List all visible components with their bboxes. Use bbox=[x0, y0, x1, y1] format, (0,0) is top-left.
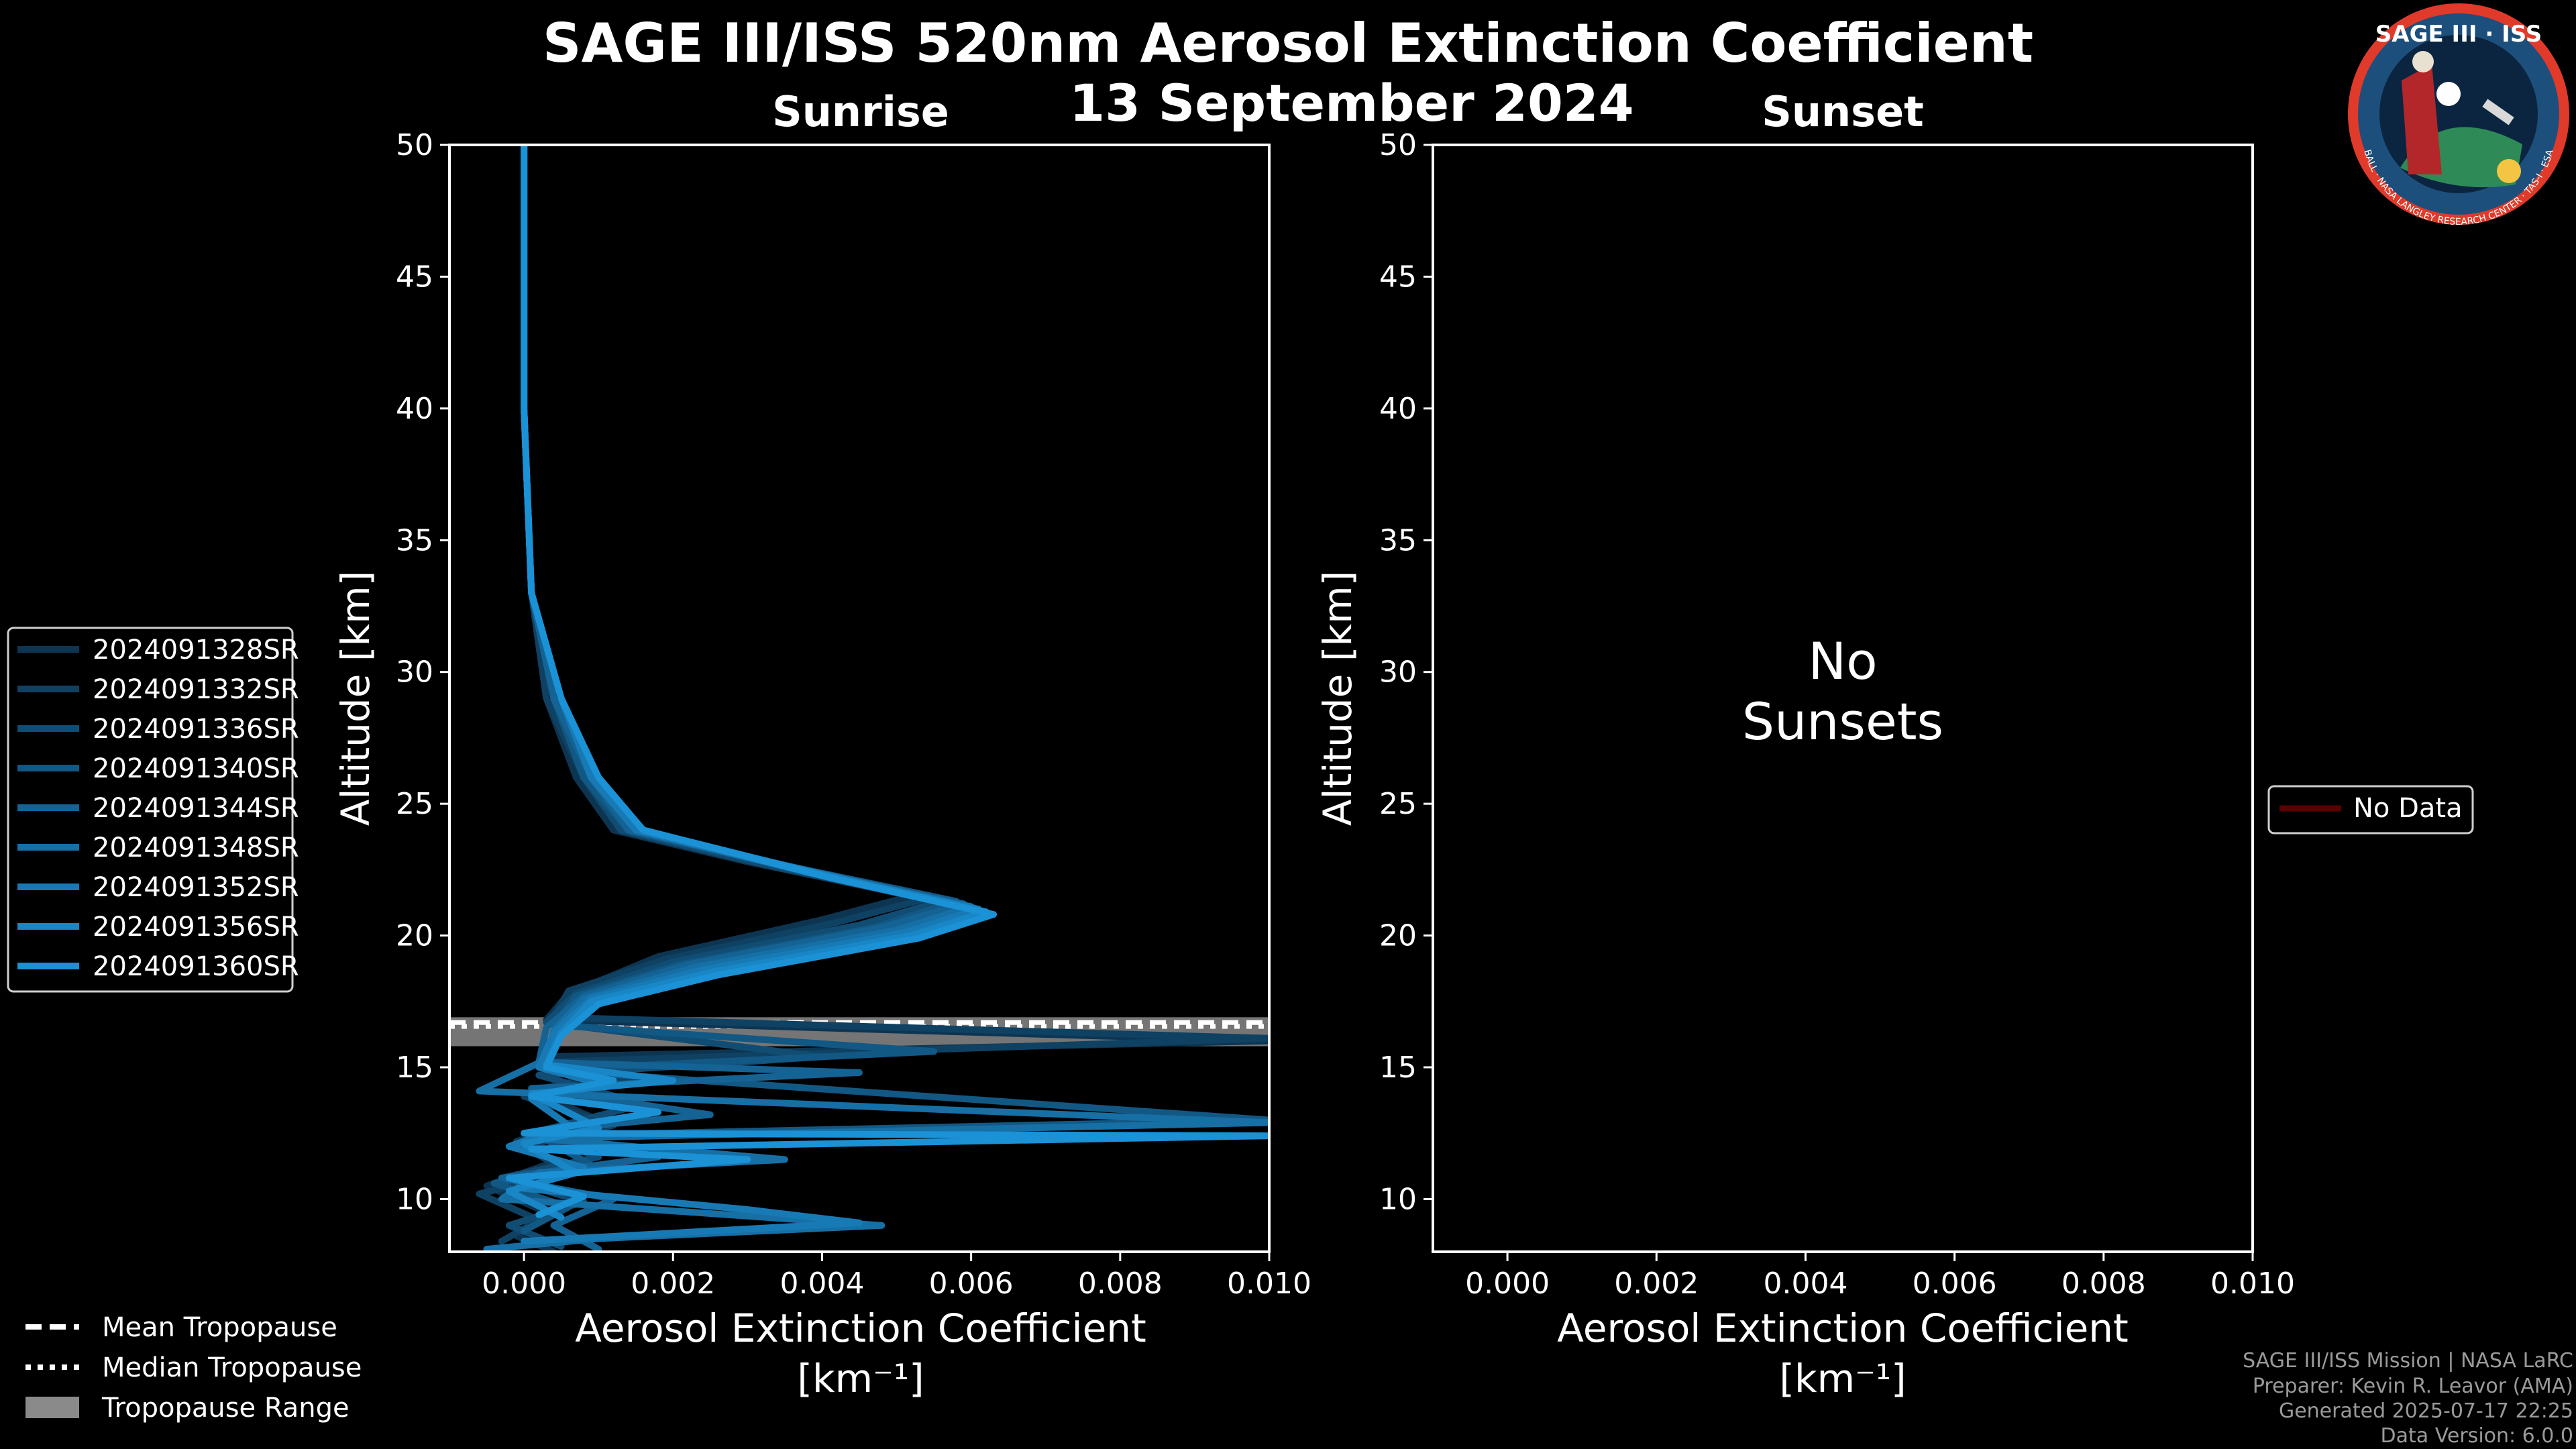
legend-label-2024091360SR: 2024091360SR bbox=[93, 951, 299, 982]
sunset-y-tick-label: 10 bbox=[1379, 1182, 1417, 1216]
sunset-x-tick-label: 0.010 bbox=[2210, 1267, 2295, 1301]
sunrise-x-tick-label: 0.010 bbox=[1227, 1267, 1311, 1301]
footer-mission: SAGE III/ISS Mission | NASA LaRC bbox=[2243, 1349, 2573, 1373]
sunrise-x-axis-label: Aerosol Extinction Coefficient bbox=[575, 1305, 1146, 1351]
tropopause-range-swatch bbox=[25, 1397, 79, 1418]
legend-label-2024091332SR: 2024091332SR bbox=[93, 674, 299, 705]
sunset-x-tick-label: 0.000 bbox=[1465, 1267, 1550, 1301]
sunrise-y-tick-label: 50 bbox=[396, 128, 433, 162]
sunrise-series-group bbox=[476, 145, 1269, 1252]
legend-label-2024091328SR: 2024091328SR bbox=[93, 635, 299, 665]
sunrise-y-tick-label: 20 bbox=[396, 919, 433, 953]
sunrise-x-tick-label: 0.008 bbox=[1078, 1267, 1163, 1301]
tropopause-range-label: Tropopause Range bbox=[101, 1393, 350, 1424]
no-sunsets-message-line1: No bbox=[1808, 631, 1877, 691]
legend-label-2024091352SR: 2024091352SR bbox=[93, 872, 299, 903]
footer-preparer: Preparer: Kevin R. Leavor (AMA) bbox=[2253, 1375, 2573, 1398]
sunset-axes-frame bbox=[1432, 144, 2254, 1253]
no-data-label: No Data bbox=[2353, 793, 2463, 824]
sunrise-x-tick-label: 0.002 bbox=[631, 1267, 715, 1301]
sunset-y-tick-label: 25 bbox=[1379, 787, 1417, 821]
sunset-x-axis-unit: [km⁻¹] bbox=[1779, 1356, 1906, 1401]
tropopause-legend: Mean Tropopause Median Tropopause Tropop… bbox=[25, 1312, 362, 1424]
sunrise-ticks: 0.000 0.002 0.004 0.006 0.008 0.010 10 15 20 25 30… bbox=[396, 128, 1311, 1301]
median-tropopause-label: Median Tropopause bbox=[102, 1352, 362, 1383]
logo-title: SAGE III · ISS bbox=[2375, 21, 2542, 48]
sunset-y-tick-label: 30 bbox=[1379, 655, 1417, 690]
series-legend: 2024091328SR 2024091332SR 2024091336SR 2024… bbox=[7, 627, 299, 993]
footer-generated: Generated 2025-07-17 22:25 bbox=[2279, 1399, 2573, 1423]
sunset-ticks: 0.000 0.002 0.004 0.006 0.008 0.010 10 15 20 25 30… bbox=[1379, 128, 2295, 1301]
logo-figure bbox=[2402, 64, 2442, 174]
sage-iii-iss-logo: SAGE III · ISS BALL · NASA LANGLEY RESEA… bbox=[2348, 3, 2569, 227]
sunrise-y-tick-label: 35 bbox=[396, 523, 433, 557]
mean-tropopause-label: Mean Tropopause bbox=[102, 1312, 337, 1343]
sunrise-y-tick-label: 30 bbox=[396, 655, 433, 690]
legend-label-2024091340SR: 2024091340SR bbox=[93, 753, 299, 784]
logo-station-icon bbox=[2482, 99, 2514, 125]
sunrise-x-tick-label: 0.000 bbox=[482, 1267, 566, 1301]
sunset-y-tick-label: 15 bbox=[1379, 1051, 1417, 1085]
sunset-panel-title: Sunset bbox=[1762, 87, 1924, 136]
sunset-y-tick-label: 40 bbox=[1379, 392, 1417, 426]
sunrise-panel-title: Sunrise bbox=[772, 87, 949, 136]
legend-label-2024091356SR: 2024091356SR bbox=[93, 912, 299, 943]
series-legend-items: 2024091328SR 2024091332SR 2024091336SR 2024… bbox=[17, 635, 299, 982]
sunset-x-tick-label: 0.004 bbox=[1763, 1267, 1847, 1301]
logo-moon-icon bbox=[2497, 159, 2521, 183]
legend-label-2024091336SR: 2024091336SR bbox=[93, 714, 299, 745]
logo-figure-head bbox=[2412, 51, 2434, 72]
sunrise-panel: 0.000 0.002 0.004 0.006 0.008 0.010 10 15 20 25 30… bbox=[333, 128, 1311, 1401]
legend-label-2024091344SR: 2024091344SR bbox=[93, 793, 299, 824]
sunset-y-axis-label: Altitude [km] bbox=[1315, 571, 1360, 826]
sunset-panel: 0.000 0.002 0.004 0.006 0.008 0.010 10 15 20 25 30… bbox=[1315, 128, 2295, 1401]
sunrise-x-axis-unit: [km⁻¹] bbox=[797, 1356, 924, 1401]
sunset-x-axis-label: Aerosol Extinction Coefficient bbox=[1557, 1305, 2129, 1351]
series-legend-box bbox=[7, 627, 294, 993]
legend-label-2024091348SR: 2024091348SR bbox=[93, 833, 299, 863]
logo-sun-icon bbox=[2436, 82, 2461, 106]
sunset-x-tick-label: 0.002 bbox=[1614, 1267, 1699, 1301]
sunset-x-tick-label: 0.006 bbox=[1913, 1267, 1997, 1301]
sunrise-axes-frame bbox=[448, 144, 1271, 1253]
sunset-y-tick-label: 35 bbox=[1379, 523, 1417, 557]
sunrise-y-axis-label: Altitude [km] bbox=[333, 571, 378, 826]
sunrise-y-tick-label: 15 bbox=[396, 1051, 433, 1085]
figure-title: SAGE III/ISS 520nm Aerosol Extinction Co… bbox=[543, 12, 2033, 74]
sunrise-y-tick-label: 40 bbox=[396, 392, 433, 426]
figure-date: 13 September 2024 bbox=[1069, 73, 1633, 133]
sunset-y-tick-label: 50 bbox=[1379, 128, 1417, 162]
series-line-2024091360SR bbox=[505, 145, 1269, 1218]
no-data-legend-box bbox=[2267, 785, 2474, 835]
sunrise-y-tick-label: 10 bbox=[396, 1182, 433, 1216]
no-sunsets-message-line2: Sunsets bbox=[1742, 692, 1943, 751]
sunrise-x-tick-label: 0.004 bbox=[780, 1267, 864, 1301]
footer-version: Data Version: 6.0.0 bbox=[2381, 1424, 2573, 1448]
sunrise-y-tick-label: 25 bbox=[396, 787, 433, 821]
sunset-y-tick-label: 45 bbox=[1379, 260, 1417, 294]
sunrise-y-tick-label: 45 bbox=[396, 260, 433, 294]
sunset-x-tick-label: 0.008 bbox=[2061, 1267, 2146, 1301]
no-data-legend: No Data bbox=[2267, 785, 2474, 835]
sunrise-x-tick-label: 0.006 bbox=[929, 1267, 1014, 1301]
footer-credits: SAGE III/ISS Mission | NASA LaRC Prepare… bbox=[2243, 1349, 2573, 1448]
sunset-y-tick-label: 20 bbox=[1379, 919, 1417, 953]
